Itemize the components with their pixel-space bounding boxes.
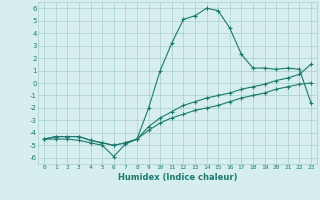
X-axis label: Humidex (Indice chaleur): Humidex (Indice chaleur) [118, 173, 237, 182]
